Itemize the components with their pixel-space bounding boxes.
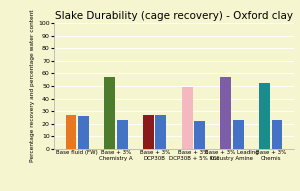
- Y-axis label: Percentage recovery and percentage water content: Percentage recovery and percentage water…: [30, 10, 35, 162]
- Bar: [272, 120, 282, 149]
- Bar: [78, 116, 89, 149]
- Bar: [259, 83, 270, 149]
- Bar: [155, 115, 166, 149]
- Bar: [194, 121, 205, 149]
- Bar: [143, 115, 154, 149]
- Bar: [182, 87, 193, 149]
- Bar: [66, 115, 76, 149]
- Bar: [220, 77, 231, 149]
- Title: Slake Durability (cage recovery) - Oxford clay: Slake Durability (cage recovery) - Oxfor…: [55, 11, 293, 21]
- Bar: [233, 120, 244, 149]
- Bar: [104, 77, 115, 149]
- Bar: [117, 120, 128, 149]
